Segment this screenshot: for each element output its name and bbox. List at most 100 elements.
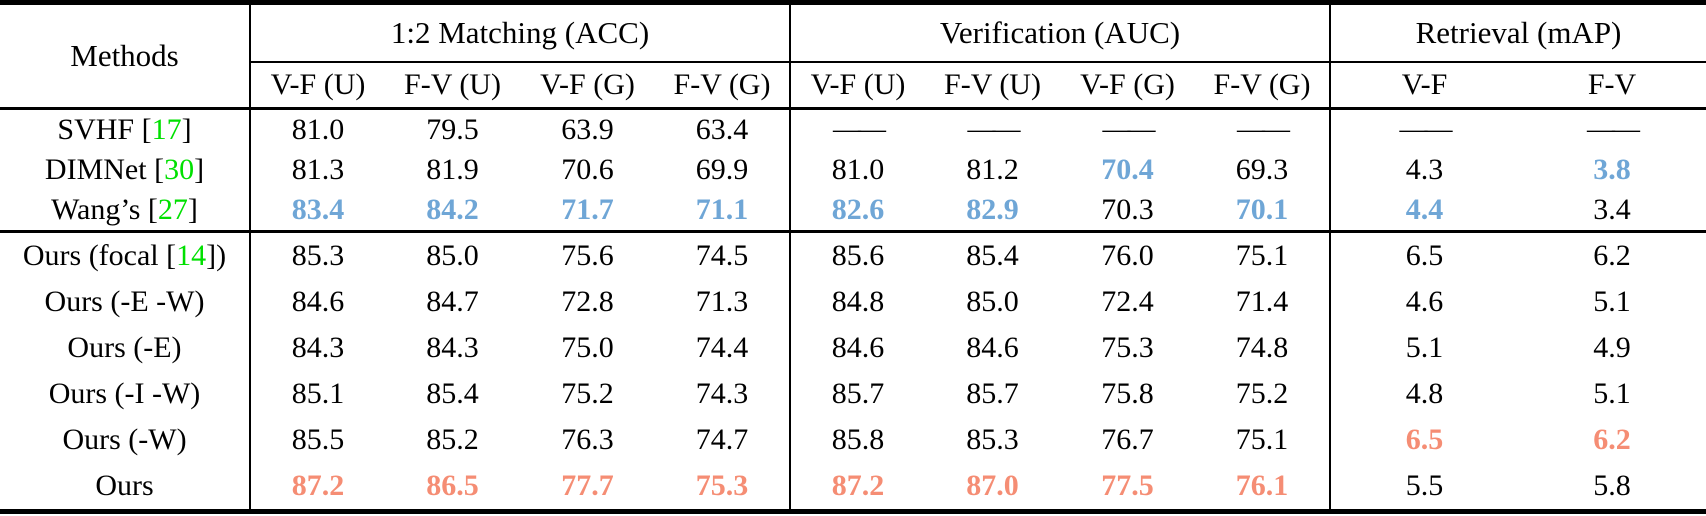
value-cell: 84.6 [966, 331, 1019, 364]
group-header: Retrieval (mAP) [1328, 2, 1706, 63]
value-cell: 71.4 [1235, 285, 1289, 318]
value-cell: 82.6 [789, 190, 925, 232]
column-header: F-V (U) [404, 68, 501, 101]
method-label: Ours [95, 469, 154, 502]
value-cell: 87.2 [249, 463, 385, 512]
value-cell: 79.5 [426, 113, 479, 146]
value-cell: 4.6 [1329, 279, 1518, 325]
value-cell: 69.9 [695, 153, 749, 186]
value-cell: 75.1 [1235, 423, 1289, 456]
value-cell: 4.8 [1329, 371, 1518, 417]
missing-value-dash: —— [1102, 114, 1156, 145]
value-cell: 6.2 [1593, 423, 1631, 456]
value-cell: 5.5 [1329, 463, 1518, 512]
table-row: SVHF [17] 81.0 79.5 63.9 63.4 —— —— —— —— —— —— [0, 108, 1706, 151]
methods-header: Methods [70, 38, 179, 73]
value-cell: 74.8 [1235, 331, 1289, 364]
method-cell: SVHF [17] [0, 109, 250, 151]
method-cell: Ours (-E) [0, 325, 250, 371]
method-cell: Ours (-I -W) [0, 371, 250, 417]
value-cell: 74.4 [695, 331, 749, 364]
value-cell: 81.2 [966, 153, 1019, 186]
value-cell: 85.3 [966, 423, 1019, 456]
value-cell: 63.9 [561, 113, 614, 146]
value-cell: 3.8 [1593, 153, 1631, 186]
header-row-subcolumns: V-F (U) F-V (U) V-F (G) F-V (G) V-F (U) F-V (… [0, 62, 1706, 109]
method-cell: Ours (-W) [0, 417, 250, 463]
method-cell: DIMNet [30] [0, 150, 250, 190]
value-cell: 85.1 [249, 371, 385, 417]
value-cell: 75.2 [561, 377, 614, 410]
value-cell: 75.3 [695, 469, 749, 502]
table-row: Ours (-E -W) 84.6 84.7 72.8 71.3 84.8 85.0 72.4… [0, 279, 1706, 325]
value-cell: 85.7 [966, 377, 1019, 410]
header-row-groups: Methods 1:2 Matching (ACC) Verification (A… [0, 2, 1706, 73]
column-header: V-F (G) [540, 68, 635, 101]
table-row: Ours 87.2 86.5 77.7 75.3 87.2 87.0 77.5 76.1 5.5 5… [0, 463, 1706, 512]
value-cell: 75.2 [1235, 377, 1289, 410]
group-header: 1:2 Matching (ACC) [249, 2, 790, 63]
value-cell: 75.0 [561, 331, 614, 364]
column-header: F-V [1587, 68, 1637, 101]
value-cell: 77.7 [561, 469, 614, 502]
method-label-suffix: ] [181, 113, 192, 146]
value-cell: 84.6 [789, 325, 925, 371]
citation-number: 30 [164, 153, 195, 186]
citation-number: 27 [157, 193, 188, 226]
missing-value-dash: —— [1587, 114, 1640, 145]
value-cell: 84.3 [426, 331, 479, 364]
value-cell: 70.1 [1235, 193, 1289, 226]
value-cell: 85.8 [789, 417, 925, 463]
citation-number: 17 [151, 113, 182, 146]
value-cell: 70.4 [1101, 153, 1154, 186]
value-cell: 69.3 [1235, 153, 1289, 186]
table-row: Ours (-I -W) 85.1 85.4 75.2 74.3 85.7 85.7 75.8… [0, 371, 1706, 417]
value-cell: 70.3 [1101, 193, 1154, 226]
citation-number: 14 [176, 239, 207, 272]
group-header: Verification (AUC) [789, 2, 1330, 63]
value-cell: 63.4 [695, 113, 749, 146]
table-row: Ours (focal [14]) 85.3 85.0 75.6 74.5 85.6 85.… [0, 231, 1706, 279]
table-row: Ours (-E) 84.3 84.3 75.0 74.4 84.6 84.6 75.3 74.… [0, 325, 1706, 371]
value-cell: 74.5 [695, 239, 749, 272]
column-header: V-F (G) [1080, 68, 1175, 101]
value-cell: 85.6 [789, 231, 925, 279]
value-cell: 74.7 [695, 423, 749, 456]
missing-value-dash: —— [1237, 114, 1290, 145]
value-cell: 85.2 [426, 423, 479, 456]
value-cell: 81.0 [789, 150, 925, 190]
value-cell: 76.7 [1101, 423, 1154, 456]
method-label: DIMNet [ [44, 153, 165, 186]
method-label-suffix: ] [187, 193, 198, 226]
table-row: Wang’s [27] 83.4 84.2 71.7 71.1 82.6 82.9 70.3 7… [0, 190, 1706, 232]
missing-value-dash: —— [789, 108, 925, 150]
value-cell: 85.4 [966, 239, 1019, 272]
value-cell: 75.6 [561, 239, 614, 272]
value-cell: 5.8 [1593, 469, 1631, 502]
value-cell: 4.3 [1329, 150, 1518, 190]
value-cell: 75.8 [1101, 377, 1154, 410]
table-body: SVHF [17] 81.0 79.5 63.9 63.4 —— —— —— —— —— —— DIM… [0, 108, 1706, 512]
value-cell: 87.2 [789, 463, 925, 512]
column-header: F-V (G) [1213, 68, 1311, 101]
column-header: F-V (U) [944, 68, 1041, 101]
column-header: V-F [1329, 62, 1518, 109]
value-cell: 4.9 [1593, 331, 1631, 364]
missing-value-dash: —— [1329, 108, 1518, 150]
table-head: Methods 1:2 Matching (ACC) Verification (A… [0, 2, 1706, 109]
value-cell: 86.5 [426, 469, 479, 502]
method-cell: Ours (-E -W) [0, 279, 250, 325]
method-label: SVHF [ [57, 113, 152, 146]
method-label-suffix: ] [194, 153, 205, 186]
value-cell: 5.1 [1593, 377, 1631, 410]
value-cell: 5.1 [1329, 325, 1518, 371]
value-cell: 75.3 [1101, 331, 1154, 364]
method-label: Ours (focal [ [22, 239, 177, 272]
method-label: Ours (-E) [67, 331, 182, 364]
table-row: Ours (-W) 85.5 85.2 76.3 74.7 85.8 85.3 76.7 75.… [0, 417, 1706, 463]
value-cell: 71.3 [695, 285, 749, 318]
method-label: Ours (-W) [62, 423, 187, 456]
value-cell: 81.0 [249, 108, 385, 150]
method-label: Wang’s [ [51, 193, 158, 226]
value-cell: 75.1 [1235, 239, 1289, 272]
